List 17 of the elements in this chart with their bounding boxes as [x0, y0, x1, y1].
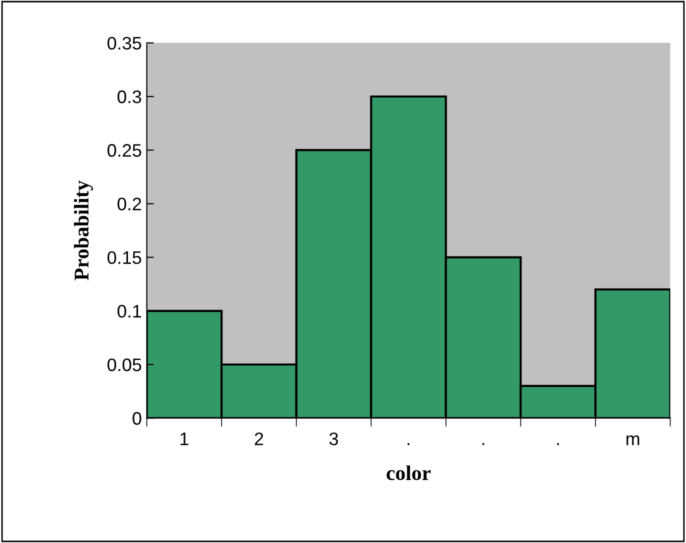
- x-tick-label: .: [482, 443, 484, 446]
- y-tick-label: 0.15: [108, 251, 142, 264]
- y-tick-label: 0.25: [108, 144, 142, 157]
- x-tick-label: .: [557, 443, 559, 446]
- y-tick-label: 0.35: [108, 36, 142, 50]
- y-tick-label: 0.1: [118, 304, 142, 318]
- y-tick-label: 0.2: [118, 198, 142, 210]
- x-tick-label: 1: [180, 432, 188, 446]
- x-axis-title: color: [386, 465, 431, 480]
- x-tick-label: m: [626, 435, 640, 446]
- y-tick-label: 0.3: [118, 90, 142, 104]
- x-tick-label: .: [408, 443, 410, 446]
- y-tick-label: 0.05: [108, 358, 142, 372]
- y-tick-label: 0: [132, 412, 142, 425]
- x-tick-label: 2: [254, 432, 264, 446]
- y-axis-title: Probability: [74, 180, 93, 280]
- x-tick-label: 3: [329, 432, 338, 446]
